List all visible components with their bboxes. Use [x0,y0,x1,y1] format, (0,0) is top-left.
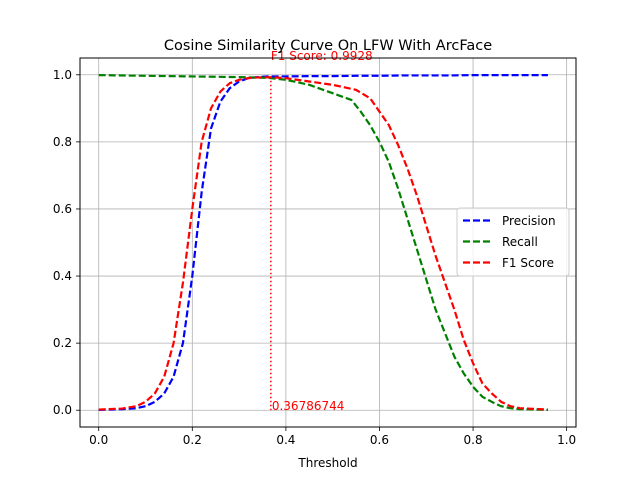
y-tick-label: 0.6 [53,202,72,216]
y-tick-label: 1.0 [53,68,72,82]
x-tick-label: 0.0 [89,433,108,447]
annotations: F1 Score: 0.9928 0.36786744 [270,49,373,413]
y-ticks: 0.0 0.2 0.4 0.6 0.8 1.0 [53,68,80,417]
y-tick-label: 0.4 [53,269,72,283]
x-tick-label: 0.6 [370,433,389,447]
chart-title: Cosine Similarity Curve On LFW With ArcF… [164,38,492,54]
axes-frame [79,57,577,428]
series-lines [98,74,548,411]
series-line-f1-score [98,76,548,411]
x-tick-label: 1.0 [557,433,576,447]
x-axis-label: Threshold [297,456,357,470]
x-tick-label: 0.2 [183,433,202,447]
x-tick-label: 0.8 [464,433,483,447]
x-tick-label: 0.4 [276,433,295,447]
x-ticks: 0.0 0.2 0.4 0.6 0.8 1.0 [89,427,576,447]
y-tick-label: 0.2 [53,336,72,350]
y-tick-label: 0.8 [53,135,72,149]
threshold-annotation: 0.36786744 [272,399,345,413]
y-tick-label: 0.0 [53,403,72,417]
f1-score-annotation: F1 Score: 0.9928 [271,49,373,63]
legend-label: Recall [502,235,538,249]
legend: Precision Recall F1 Score [456,207,570,277]
legend-label: F1 Score [502,256,554,270]
series-line-recall [98,74,548,411]
legend-box [456,207,570,277]
legend-label: Precision [502,214,556,228]
